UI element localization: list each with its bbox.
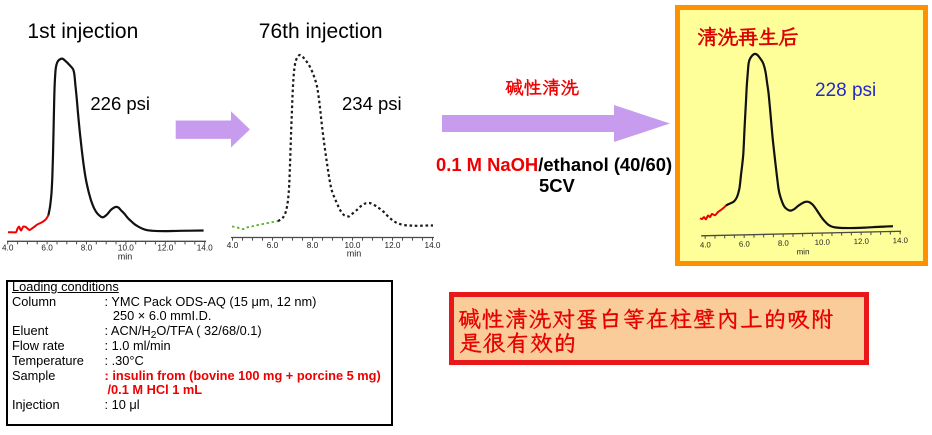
svg-text:6.0: 6.0 [739,240,751,249]
svg-text:14.0: 14.0 [893,236,909,245]
svg-text:8.0: 8.0 [81,244,93,253]
svg-text:min: min [347,249,362,259]
svg-text:12.0: 12.0 [157,244,173,253]
svg-text:8.0: 8.0 [307,241,319,250]
svg-text:14.0: 14.0 [425,241,441,250]
svg-text:6.0: 6.0 [267,241,279,250]
svg-text:10.0: 10.0 [815,238,831,247]
svg-text:6.0: 6.0 [41,244,53,253]
svg-text:14.0: 14.0 [197,244,213,253]
svg-text:4.0: 4.0 [227,241,239,250]
svg-text:4.0: 4.0 [2,244,14,253]
svg-text:12.0: 12.0 [385,241,401,250]
svg-text:10.0: 10.0 [345,241,361,250]
svg-text:4.0: 4.0 [700,240,712,249]
svg-text:12.0: 12.0 [854,237,870,246]
svg-text:10.0: 10.0 [118,244,134,253]
svg-text:8.0: 8.0 [778,239,790,248]
svg-text:min: min [796,247,809,256]
svg-text:min: min [118,252,133,262]
